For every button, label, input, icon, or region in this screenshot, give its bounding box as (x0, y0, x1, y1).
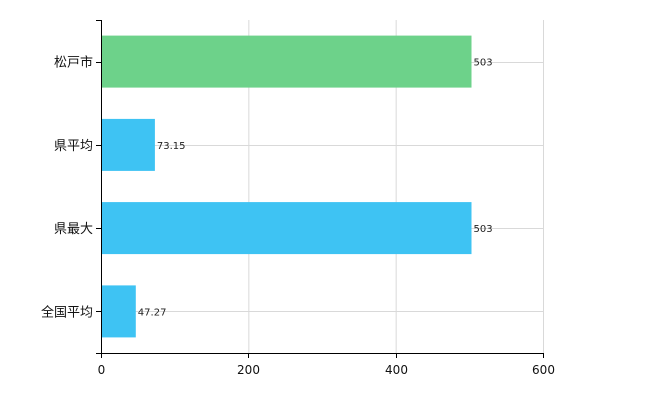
category-label: 全国平均 (41, 304, 93, 320)
value-label: 503 (474, 58, 493, 69)
value-label: 47.27 (138, 307, 167, 318)
bar-3 (102, 202, 472, 255)
bar-4 (102, 285, 136, 338)
category-label: 県最大 (54, 222, 93, 237)
x-tick-label: 400 (385, 363, 408, 377)
bar-2 (102, 118, 155, 171)
x-tick-label: 200 (237, 363, 260, 377)
category-label: 県平均 (54, 139, 93, 154)
category-label: 松戸市 (54, 55, 93, 71)
value-label: 73.15 (157, 141, 186, 152)
bar-1 (102, 35, 472, 88)
value-label: 503 (474, 224, 493, 235)
x-tick-label: 0 (98, 363, 106, 377)
x-tick-label: 600 (532, 363, 555, 377)
